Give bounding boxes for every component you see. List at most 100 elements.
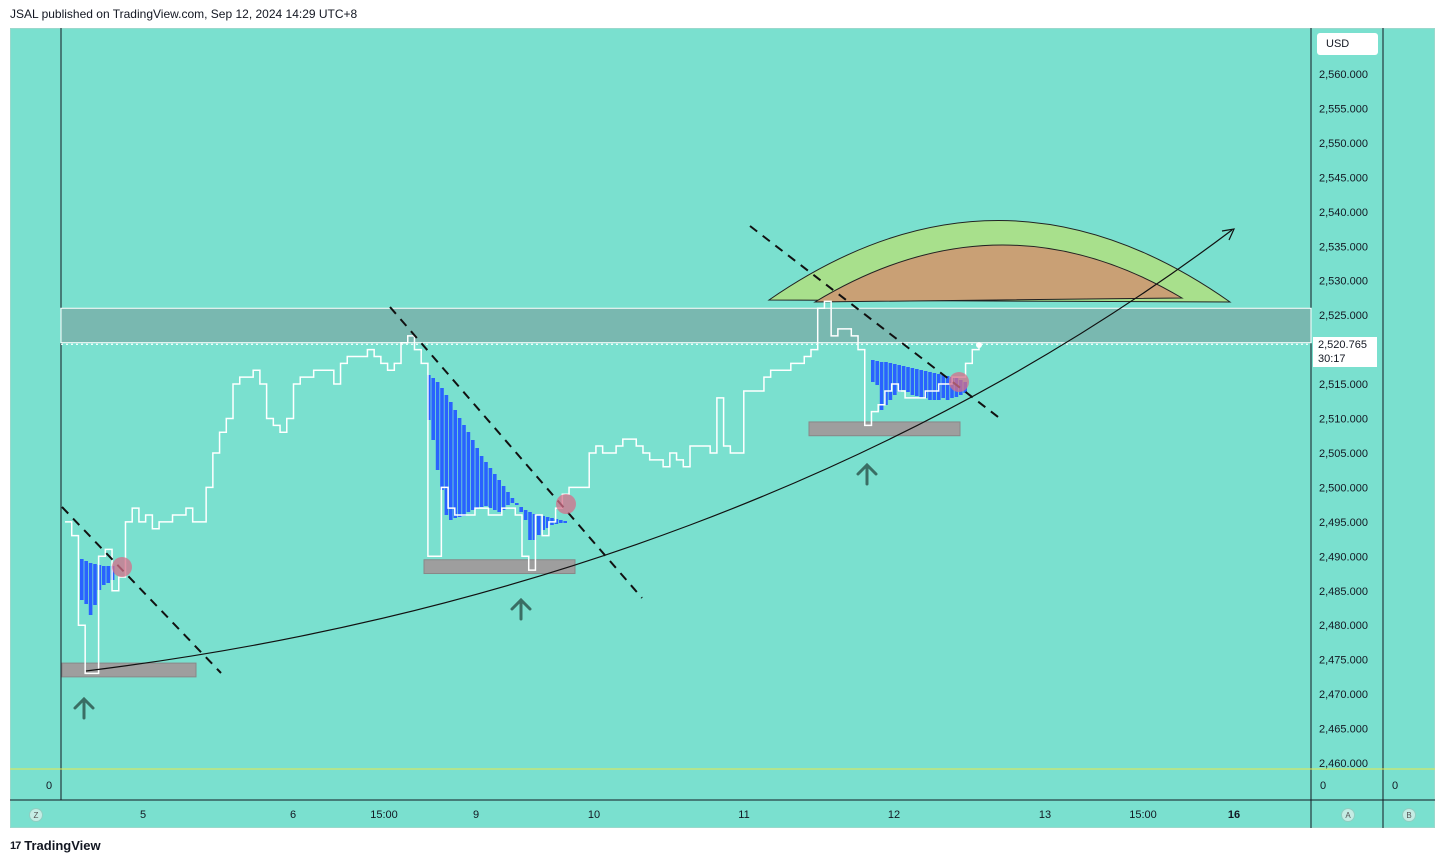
x-tick-label: 15:00 (370, 809, 398, 821)
y-tick-label: 2,465.000 (1319, 724, 1368, 736)
pane-left-zero: 0 (46, 780, 53, 792)
x-tick-label: 15:00 (1129, 809, 1157, 821)
volume-bar (471, 440, 475, 510)
volume-bar (515, 503, 519, 505)
marker-3 (949, 372, 969, 392)
x-tick-label: 5 (140, 809, 146, 821)
volume-bar (510, 498, 515, 503)
volume-bar (88, 563, 93, 615)
volume-bar (479, 456, 484, 507)
y-tick-label: 2,550.000 (1319, 138, 1368, 150)
y-axis-ticks: 2,560.000 2,555.000 2,550.000 2,545.000 2,54… (1319, 69, 1368, 770)
last-price-value: 2,520.765 (1318, 339, 1367, 351)
resistance-zone[interactable] (60, 307, 1312, 344)
volume-bar (879, 362, 884, 410)
pane-right-zero-b: 0 (1392, 780, 1399, 792)
currency-badge[interactable]: USD (1317, 33, 1378, 55)
y-tick-label: 2,530.000 (1319, 276, 1368, 288)
volume-bar (941, 375, 945, 398)
y-tick-label: 2,505.000 (1319, 448, 1368, 460)
x-tick-label: 6 (290, 809, 296, 821)
volume-bar (919, 370, 923, 398)
up-arrow-icon-2 (510, 597, 532, 621)
y-tick-label: 2,515.000 (1319, 379, 1368, 391)
volume-bar (462, 425, 466, 516)
volume-bar (901, 366, 906, 390)
x-tick-label: 11 (738, 809, 749, 821)
rising-curve-trendline[interactable] (85, 229, 1233, 672)
dashed-trendline-3[interactable] (749, 225, 1003, 421)
volume-bar (897, 365, 901, 392)
y-tick-label: 2,555.000 (1319, 103, 1368, 115)
volume-bar (923, 371, 928, 398)
x-tick-label: 9 (473, 809, 479, 821)
chart-frame[interactable] (10, 28, 1435, 828)
y-tick-label: 2,540.000 (1319, 207, 1368, 219)
volume-bar (932, 373, 937, 400)
y-tick-label: 2,545.000 (1319, 172, 1368, 184)
volume-bar (915, 369, 919, 396)
volume-bar (871, 360, 875, 382)
volume-bar (945, 376, 950, 400)
y-tick-label: 2,560.000 (1319, 69, 1368, 81)
y-tick-label: 2,525.000 (1319, 310, 1368, 322)
inner-arc[interactable] (813, 244, 1184, 303)
pane-right-zero-a: 0 (1320, 780, 1327, 792)
dashed-trendline-2[interactable] (389, 306, 643, 599)
volume-bar (435, 382, 440, 470)
volume-bar (910, 368, 915, 395)
volume-bar (444, 395, 449, 515)
volume-bar (431, 378, 435, 440)
b-button[interactable]: B (1402, 808, 1416, 822)
volume-bar (488, 468, 493, 508)
y-tick-label: 2,495.000 (1319, 517, 1368, 529)
curve-arrowhead-icon (1221, 228, 1236, 241)
volume-bar (884, 362, 888, 405)
volume-bar (893, 364, 897, 395)
volume-bar (559, 520, 563, 523)
a-button[interactable]: A (1341, 808, 1355, 822)
volume-bar (475, 448, 479, 508)
last-price-label: 2,520.765 30:17 (1313, 337, 1377, 367)
y-tick-label: 2,485.000 (1319, 586, 1368, 598)
x-tick-label: 16 (1228, 809, 1240, 821)
volume-bar (523, 510, 528, 520)
tradingview-logo-icon: 17 (10, 839, 21, 852)
y-tick-label: 2,510.000 (1319, 414, 1368, 426)
volume-bar (93, 564, 97, 605)
dashed-trendline-1[interactable] (61, 506, 222, 674)
volume-bar (80, 559, 84, 600)
volume-bar (106, 566, 110, 583)
volume-bar (541, 516, 545, 530)
volume-bar (84, 561, 88, 604)
support-zone[interactable] (423, 559, 576, 575)
volume-bar (545, 517, 550, 528)
up-arrow-icon-3 (856, 462, 878, 486)
x-axis-ticks: 5 6 15:00 9 10 11 12 13 15:00 16 (140, 809, 1240, 821)
y-tick-label: 2,480.000 (1319, 620, 1368, 632)
x-tick-label: 10 (588, 809, 600, 821)
volume-bar (501, 486, 506, 510)
brand-name: TradingView (24, 838, 101, 853)
y-tick-label: 2,460.000 (1319, 758, 1368, 770)
price-step-line[interactable] (65, 300, 980, 675)
volume-bar (493, 474, 497, 510)
x-tick-label: 12 (888, 809, 900, 821)
publisher-header: JSAL published on TradingView.com, Sep 1… (10, 7, 358, 21)
volume-bar (928, 372, 932, 400)
volume-bar (466, 432, 471, 512)
y-tick-label: 2,535.000 (1319, 241, 1368, 253)
marker-1 (112, 557, 132, 577)
volume-bar (563, 521, 567, 523)
volume-bar (484, 462, 488, 506)
volume-bar (440, 388, 444, 490)
z-button[interactable]: Z (29, 808, 43, 822)
footer-brand[interactable]: 17 TradingView (10, 838, 101, 853)
volume-bar (554, 519, 559, 524)
volume-bar (519, 507, 523, 512)
support-zone[interactable] (808, 421, 961, 437)
volume-bar (506, 492, 510, 505)
y-tick-label: 2,490.000 (1319, 551, 1368, 563)
last-price-dot (976, 342, 982, 348)
